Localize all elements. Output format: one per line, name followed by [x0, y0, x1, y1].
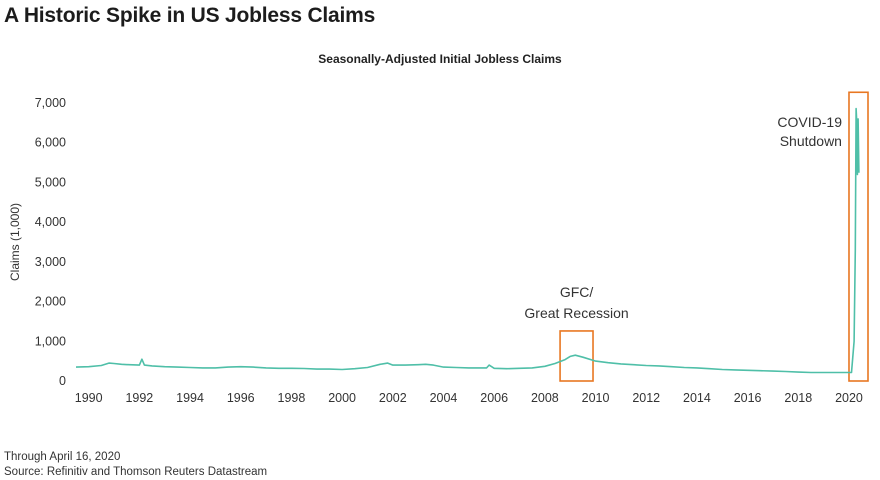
x-tick-label: 2008	[531, 391, 559, 405]
x-axis: 1990 1992 1994 1996 1998 2000 2002 2004 2006 2008…	[75, 391, 863, 405]
y-tick-label: 4,000	[35, 215, 66, 229]
y-tick-label: 6,000	[35, 136, 66, 150]
x-tick-label: 2016	[734, 391, 762, 405]
x-tick-label: 2000	[328, 391, 356, 405]
y-tick-label: 0	[59, 374, 66, 388]
annotation-label: Shutdown	[780, 133, 842, 149]
annotation-box	[848, 91, 869, 382]
x-tick-label: 2010	[582, 391, 610, 405]
x-tick-label: 2018	[784, 391, 812, 405]
x-tick-label: 1992	[125, 391, 153, 405]
x-tick-label: 2020	[835, 391, 863, 405]
annotation-box	[559, 330, 594, 382]
footnote: Through April 16, 2020	[4, 451, 121, 463]
jobless-claims-chart: 0 1,000 2,000 3,000 4,000 5,000 6,000 7,000 199…	[8, 91, 869, 405]
y-tick-label: 3,000	[35, 255, 66, 269]
y-axis: 0 1,000 2,000 3,000 4,000 5,000 6,000 7,000	[35, 96, 66, 388]
plot-area	[75, 107, 860, 374]
x-tick-label: 2002	[379, 391, 407, 405]
series-line	[75, 107, 860, 374]
x-tick-label: 2006	[480, 391, 508, 405]
y-axis-label: Claims (1,000)	[8, 203, 22, 281]
y-tick-label: 2,000	[35, 295, 66, 309]
x-tick-label: 1990	[75, 391, 103, 405]
x-tick-label: 2014	[683, 391, 711, 405]
y-tick-label: 1,000	[35, 334, 66, 348]
annotation-label: COVID-19	[777, 114, 842, 130]
annotation-label: Great Recession	[524, 305, 628, 321]
y-tick-label: 7,000	[35, 96, 66, 110]
x-tick-label: 2004	[430, 391, 458, 405]
x-tick-label: 2012	[632, 391, 660, 405]
x-tick-label: 1996	[227, 391, 255, 405]
annotation-label: GFC/	[560, 284, 594, 300]
chart-title: Seasonally-Adjusted Initial Jobless Clai…	[318, 52, 562, 66]
x-tick-label: 1998	[278, 391, 306, 405]
source-note: Source: Refinitiv and Thomson Reuters Da…	[4, 466, 268, 478]
page-headline: A Historic Spike in US Jobless Claims	[4, 4, 376, 27]
annotations: GFC/Great Recession COVID-19 Shutdown	[524, 91, 869, 382]
x-tick-label: 1994	[176, 391, 204, 405]
y-tick-label: 5,000	[35, 175, 66, 189]
